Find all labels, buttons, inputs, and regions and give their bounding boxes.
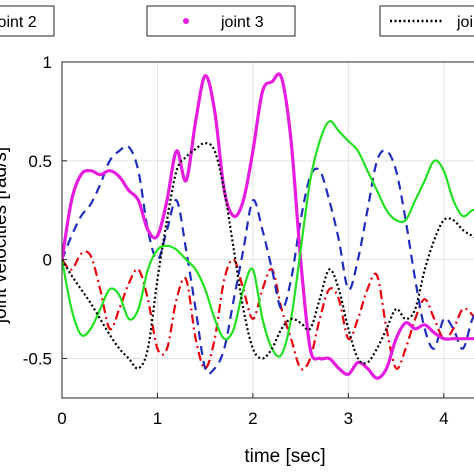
legend-frame-2 [146,5,296,37]
legend-box-1: joint 2 [0,5,55,37]
y-tick-label: 0 [43,251,52,270]
x-tick-label: 1 [153,409,162,428]
x-tick-label: 0 [57,409,66,428]
series-line-5 [62,141,474,370]
y-tick-label: -0.5 [23,349,52,368]
legend-label-1: joint 2 [0,14,37,31]
series-line-3 [62,72,474,380]
legend-box-2: joint 3 [146,5,296,37]
legend-box-3: joint [379,5,474,37]
y-tick-label: 0.5 [28,152,52,171]
x-tick-label: 2 [248,409,257,428]
legend-label-3: joint [456,14,474,31]
legend-frame-1 [0,5,55,37]
axis-ticks: 0 1 2 3 4 -0.5 0 0.5 1 [23,53,449,428]
legend-label-2: joint 3 [220,14,264,31]
plot-frame [61,61,474,399]
x-tick-label: 4 [439,409,448,428]
legend-marker-dot [183,18,189,24]
x-axis-label: time [sec] [244,446,325,467]
x-tick-label: 3 [344,409,353,428]
series-group [62,72,474,380]
series-line-1 [62,250,474,371]
y-axis-label: joint velocities [rad/s] [0,147,11,324]
y-tick-label: 1 [43,53,52,72]
series-line-2 [62,144,474,375]
